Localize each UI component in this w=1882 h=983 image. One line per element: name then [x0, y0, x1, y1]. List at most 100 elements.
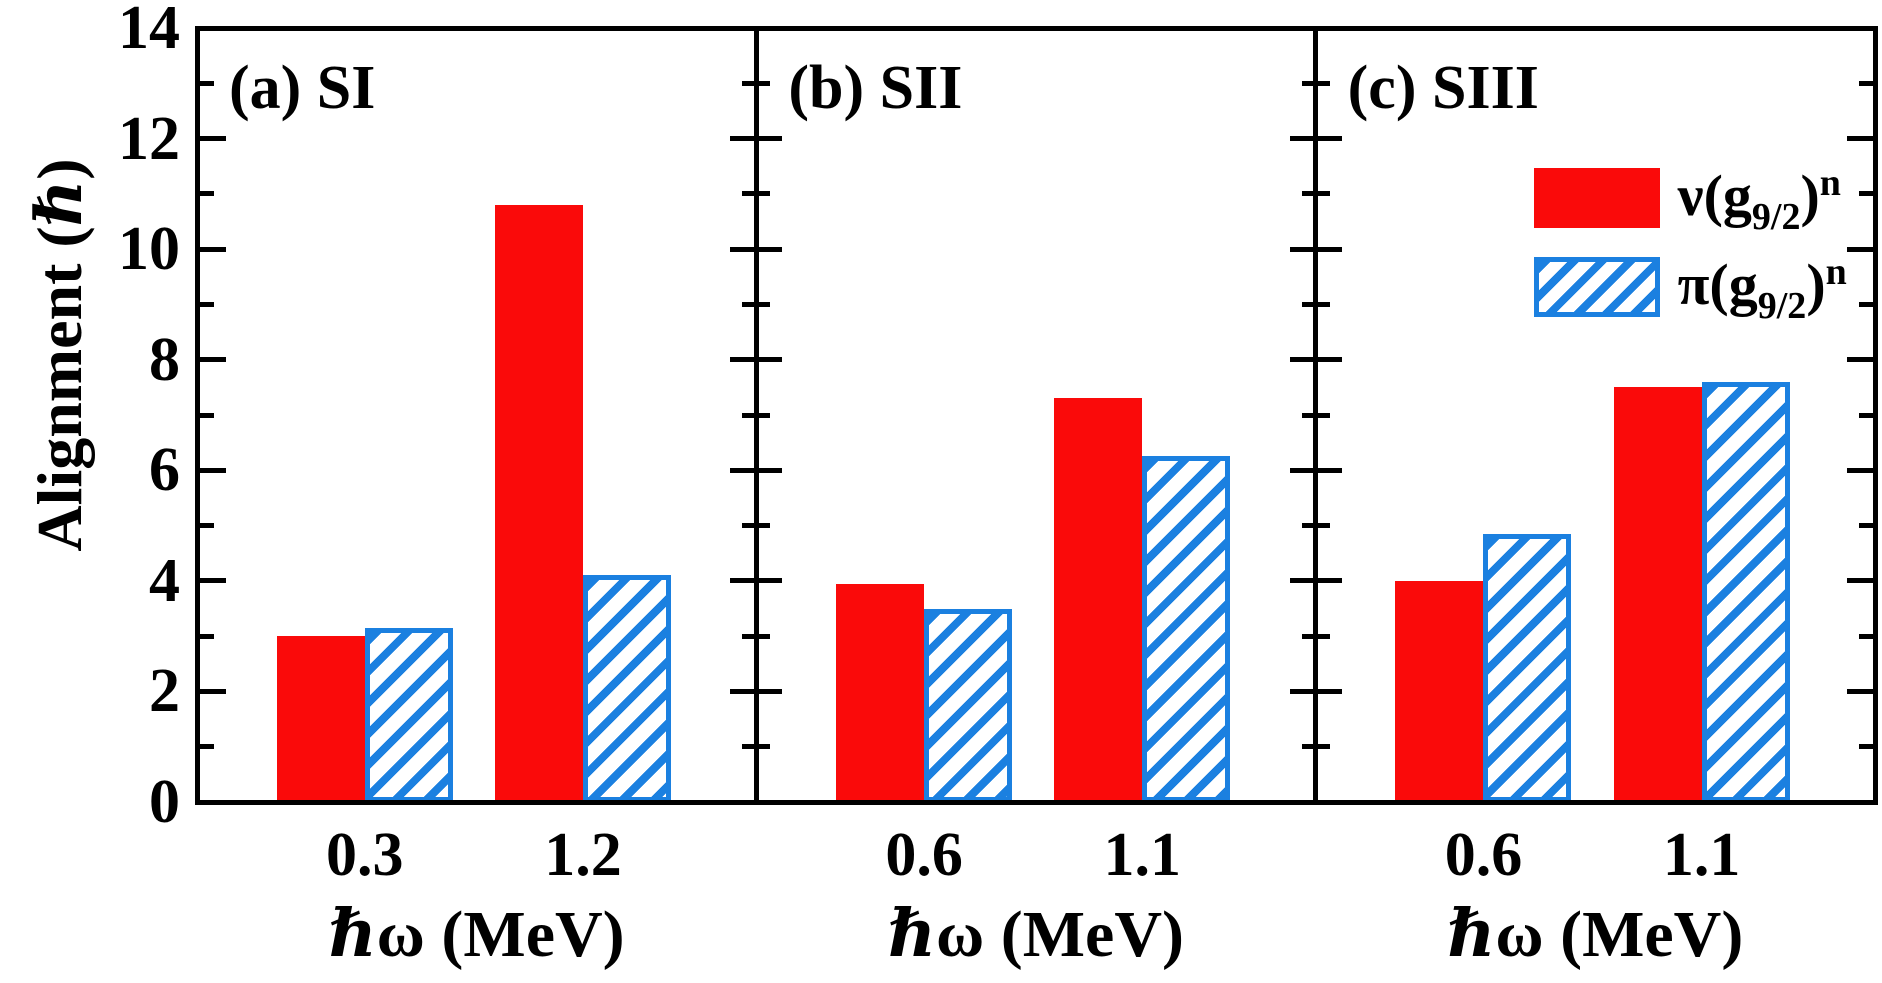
plot-top-border	[194, 25, 1878, 31]
legend-label-superscript: n	[1819, 162, 1841, 204]
x-axis-label: ℏω (MeV)	[328, 898, 625, 971]
bar-neutron	[276, 636, 365, 802]
y-major-tick	[730, 136, 783, 142]
y-major-tick	[1289, 246, 1342, 252]
y-major-tick	[1289, 357, 1342, 363]
bar-neutron	[1395, 580, 1484, 802]
bar-neutron	[494, 204, 583, 802]
y-minor-tick	[1301, 301, 1330, 307]
y-tick-label: 2	[149, 657, 180, 726]
y-tick-label: 6	[149, 436, 180, 505]
y-minor-tick	[1301, 633, 1330, 639]
y-minor-tick	[1858, 412, 1873, 418]
x-tick-label: 1.1	[1103, 821, 1182, 889]
bar-neutron	[836, 583, 925, 802]
y-minor-tick	[199, 191, 214, 197]
y-major-tick	[199, 578, 226, 584]
x-axis-label: ℏω (MeV)	[888, 898, 1184, 971]
x-tick-label: 1.2	[544, 821, 622, 889]
bar-proton	[1142, 456, 1231, 802]
y-major-tick	[1846, 467, 1873, 473]
bar-proton	[1701, 381, 1790, 802]
y-minor-tick	[1858, 633, 1873, 639]
legend-label-superscript: n	[1825, 251, 1847, 293]
y-major-tick	[1289, 578, 1342, 584]
y-tick-label: 12	[118, 104, 180, 173]
legend-proton-label: π(g9/2)n	[1677, 251, 1847, 326]
y-minor-tick	[1858, 301, 1873, 307]
y-axis-spine	[194, 25, 200, 805]
legend-proton-swatch	[1533, 257, 1660, 317]
plot-bottom-axis	[194, 799, 1878, 805]
legend-neutron-swatch	[1533, 168, 1660, 228]
legend-neutron-label: ν(g9/2)n	[1677, 162, 1841, 237]
y-minor-tick	[199, 523, 214, 529]
y-minor-tick	[1301, 191, 1330, 197]
y-major-tick	[199, 136, 226, 142]
right-spine	[1872, 25, 1878, 805]
x-tick-label: 1.1	[1662, 821, 1741, 889]
y-minor-tick	[1301, 412, 1330, 418]
y-major-tick	[730, 688, 783, 694]
y-minor-tick	[742, 191, 771, 197]
y-major-tick	[730, 246, 783, 252]
bar-proton	[924, 608, 1013, 802]
y-major-tick	[1289, 136, 1342, 142]
y-minor-tick	[1301, 80, 1330, 86]
y-minor-tick	[1301, 744, 1330, 750]
y-major-tick	[199, 688, 226, 694]
legend-label-prefix: π(g	[1677, 252, 1758, 317]
bar-proton	[1483, 533, 1572, 802]
y-major-tick	[1846, 688, 1873, 694]
y-minor-tick	[742, 301, 771, 307]
y-minor-tick	[199, 301, 214, 307]
legend-label-subscript: 9/2	[1751, 196, 1801, 238]
y-major-tick	[1289, 467, 1342, 473]
y-tick-label: 10	[118, 215, 180, 284]
y-minor-tick	[199, 633, 214, 639]
y-minor-tick	[1858, 523, 1873, 529]
y-minor-tick	[199, 744, 214, 750]
y-minor-tick	[742, 633, 771, 639]
y-minor-tick	[1858, 80, 1873, 86]
y-minor-tick	[1858, 744, 1873, 750]
y-major-tick	[1289, 688, 1342, 694]
x-tick-label: 0.6	[1444, 821, 1523, 889]
y-major-tick	[1846, 578, 1873, 584]
panel-title: (a) SI	[229, 54, 376, 122]
y-minor-tick	[742, 80, 771, 86]
y-tick-label: 14	[118, 0, 180, 62]
y-minor-tick	[1301, 523, 1330, 529]
y-minor-tick	[742, 412, 771, 418]
panel-title: (b) SII	[788, 54, 963, 122]
x-tick-label: 0.6	[885, 821, 963, 889]
bar-proton	[364, 627, 453, 802]
y-tick-label: 4	[149, 546, 180, 615]
bar-proton	[582, 575, 671, 802]
y-major-tick	[730, 467, 783, 473]
bar-neutron	[1054, 398, 1143, 802]
x-tick-label: 0.3	[326, 821, 404, 889]
y-major-tick	[199, 246, 226, 252]
legend-label-prefix: ν(g	[1677, 163, 1752, 228]
y-major-tick	[730, 578, 783, 584]
y-minor-tick	[199, 412, 214, 418]
y-tick-label: 8	[149, 325, 180, 394]
y-minor-tick	[199, 80, 214, 86]
y-major-tick	[730, 357, 783, 363]
y-minor-tick	[742, 744, 771, 750]
y-major-tick	[199, 357, 226, 363]
y-minor-tick	[742, 523, 771, 529]
y-major-tick	[1846, 357, 1873, 363]
y-major-tick	[1846, 246, 1873, 252]
legend-label-subscript: 9/2	[1757, 285, 1807, 327]
y-major-tick	[1846, 136, 1873, 142]
y-minor-tick	[1858, 191, 1873, 197]
legend-label-close-paren: )	[1806, 252, 1826, 317]
panel-title: (c) SIII	[1347, 54, 1539, 122]
x-axis-label: ℏω (MeV)	[1447, 898, 1744, 971]
legend-label-close-paren: )	[1800, 163, 1820, 228]
y-major-tick	[199, 467, 226, 473]
y-tick-label: 0	[149, 768, 180, 836]
